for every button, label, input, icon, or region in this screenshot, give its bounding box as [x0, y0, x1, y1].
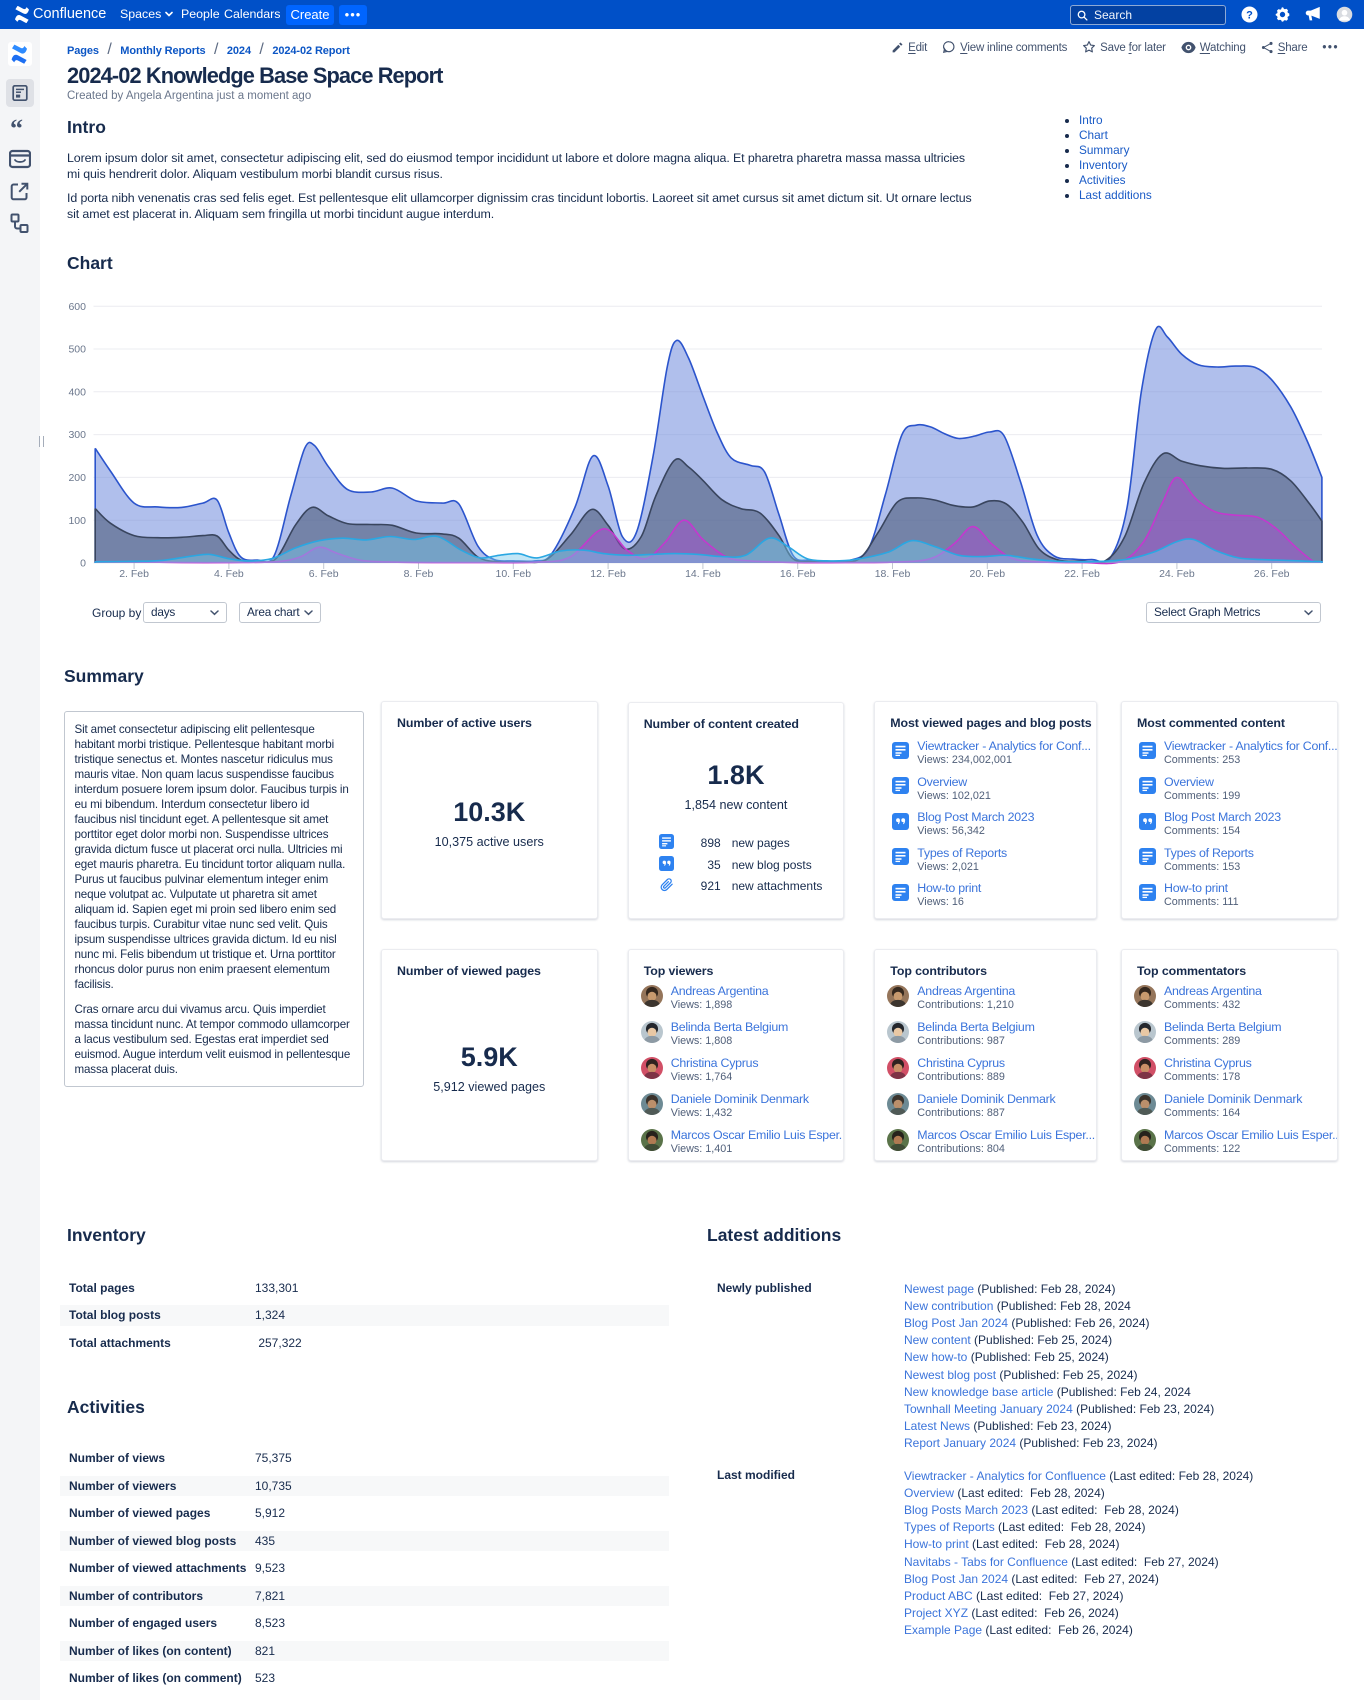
- svg-text:14. Feb: 14. Feb: [685, 568, 721, 580]
- svg-text:22. Feb: 22. Feb: [1064, 568, 1100, 580]
- svg-text:26. Feb: 26. Feb: [1254, 568, 1290, 580]
- svg-text:24. Feb: 24. Feb: [1159, 568, 1195, 580]
- svg-text:0: 0: [80, 558, 86, 570]
- svg-text:?: ?: [1246, 10, 1253, 22]
- svg-text:18. Feb: 18. Feb: [875, 568, 911, 580]
- svg-text:300: 300: [68, 429, 86, 441]
- svg-text:100: 100: [68, 515, 86, 527]
- svg-text:200: 200: [68, 472, 86, 484]
- svg-text:4. Feb: 4. Feb: [214, 568, 244, 580]
- svg-text:6. Feb: 6. Feb: [309, 568, 339, 580]
- svg-text:20. Feb: 20. Feb: [969, 568, 1005, 580]
- svg-text:“: “: [10, 118, 23, 134]
- svg-text:2. Feb: 2. Feb: [119, 568, 149, 580]
- svg-text:12. Feb: 12. Feb: [590, 568, 626, 580]
- svg-text:10. Feb: 10. Feb: [495, 568, 531, 580]
- svg-text:500: 500: [68, 344, 86, 356]
- svg-text:400: 400: [68, 386, 86, 398]
- svg-text:600: 600: [68, 301, 86, 313]
- svg-text:8. Feb: 8. Feb: [404, 568, 434, 580]
- svg-text:16. Feb: 16. Feb: [780, 568, 816, 580]
